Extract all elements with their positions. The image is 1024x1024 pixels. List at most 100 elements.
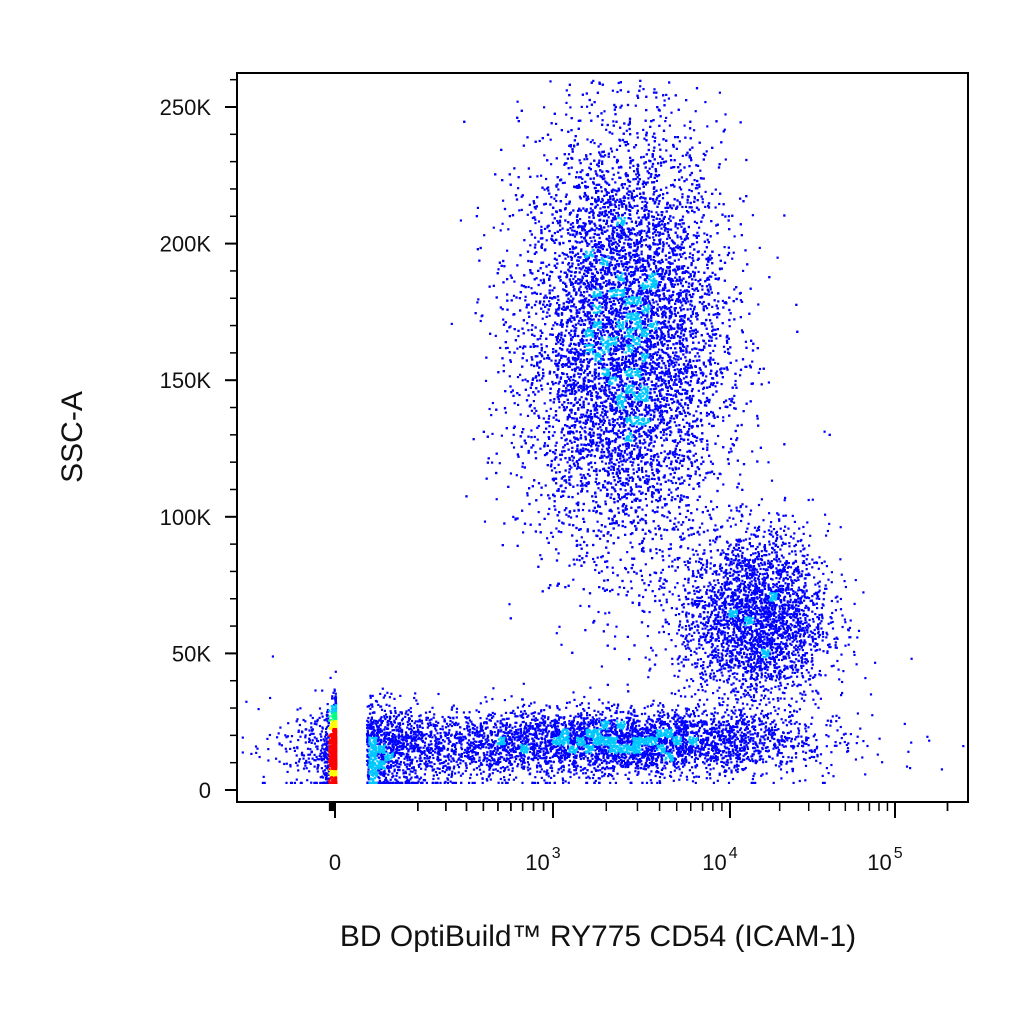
event-dot — [811, 657, 814, 660]
event-dot — [731, 397, 734, 400]
event-dot — [793, 709, 796, 712]
event-dot — [665, 116, 668, 119]
event-dot — [657, 174, 661, 177]
event-dot — [797, 729, 801, 732]
event-dot — [664, 120, 667, 123]
event-dot — [460, 746, 463, 749]
event-dot — [500, 434, 503, 437]
event-dot — [664, 504, 667, 507]
event-dot — [687, 467, 690, 471]
event-dot — [530, 233, 533, 236]
event-dot — [856, 735, 859, 738]
event-dot — [739, 223, 742, 226]
event-dot — [696, 596, 699, 599]
event-dot — [621, 524, 624, 528]
event-dot — [692, 572, 695, 575]
event-dot — [814, 613, 817, 616]
event-dot — [551, 351, 555, 354]
event-dot — [550, 776, 553, 779]
event-dot — [303, 762, 307, 765]
event-dot — [494, 723, 497, 726]
event-dot — [403, 775, 406, 778]
event-dot — [520, 760, 523, 763]
event-dot — [680, 762, 683, 765]
event-dot — [598, 151, 601, 154]
event-dot — [642, 595, 645, 599]
event-dot — [706, 698, 709, 701]
event-dot — [699, 562, 703, 565]
event-dot — [612, 124, 615, 127]
event-dot — [693, 271, 696, 274]
event-dot — [574, 715, 577, 718]
event-dot — [533, 412, 536, 415]
event-dot — [734, 372, 737, 375]
event-dot — [521, 194, 524, 197]
event-dot — [548, 425, 551, 428]
event-dot — [687, 708, 690, 711]
event-dot — [726, 704, 729, 707]
event-dot — [774, 764, 777, 767]
event-dot — [903, 722, 906, 725]
event-dot — [472, 438, 475, 441]
event-dot — [799, 692, 802, 695]
event-dot — [565, 706, 568, 709]
event-dot — [595, 564, 598, 567]
event-dot — [392, 715, 396, 718]
event-dot — [686, 560, 689, 563]
event-dot — [521, 462, 524, 465]
event-dot — [523, 466, 526, 469]
event-dot — [658, 124, 661, 127]
event-dot — [302, 754, 306, 757]
event-dot — [611, 89, 614, 92]
event-dot — [822, 650, 825, 653]
event-dot — [441, 770, 444, 773]
event-dot — [711, 384, 715, 387]
event-dot — [670, 111, 673, 114]
event-dot — [771, 578, 774, 581]
event-dot — [587, 763, 590, 766]
event-dot — [818, 597, 821, 600]
event-dot — [615, 120, 618, 123]
event-dot — [710, 712, 713, 715]
event-dot — [694, 473, 697, 476]
event-dot — [632, 164, 635, 167]
event-dot — [686, 450, 689, 453]
event-dot — [814, 673, 817, 677]
event-dot — [553, 264, 556, 267]
event-dot — [673, 198, 676, 201]
event-dot — [568, 200, 571, 203]
event-dot — [699, 672, 702, 675]
event-dot — [829, 646, 832, 649]
event-dot — [587, 775, 590, 778]
event-dot — [570, 441, 573, 444]
event-dot — [663, 450, 666, 453]
event-dot — [826, 633, 829, 636]
event-dot — [795, 579, 798, 582]
event-dot — [706, 307, 709, 310]
event-dot — [694, 110, 697, 113]
event-dot — [536, 770, 539, 773]
event-dot — [783, 214, 786, 217]
event-dot — [522, 345, 525, 348]
event-dot — [752, 775, 755, 778]
event-dot — [586, 490, 589, 493]
event-dot — [708, 539, 712, 542]
event-dot — [438, 762, 441, 765]
event-dot — [632, 519, 635, 522]
event-dot — [830, 617, 833, 620]
event-dot — [796, 744, 799, 748]
event-dot — [754, 781, 757, 784]
event-dot — [750, 545, 753, 548]
event-dot — [556, 584, 559, 587]
event-dot — [534, 457, 538, 460]
event-dot — [697, 705, 701, 708]
event-dot — [533, 303, 537, 307]
event-dot — [816, 607, 819, 610]
event-dot — [393, 706, 396, 710]
event-dot — [665, 186, 668, 189]
event-dot — [702, 361, 705, 364]
event-dot — [494, 722, 497, 725]
event-dot — [407, 709, 410, 712]
event-dot — [655, 552, 658, 555]
event-dot — [878, 737, 881, 740]
